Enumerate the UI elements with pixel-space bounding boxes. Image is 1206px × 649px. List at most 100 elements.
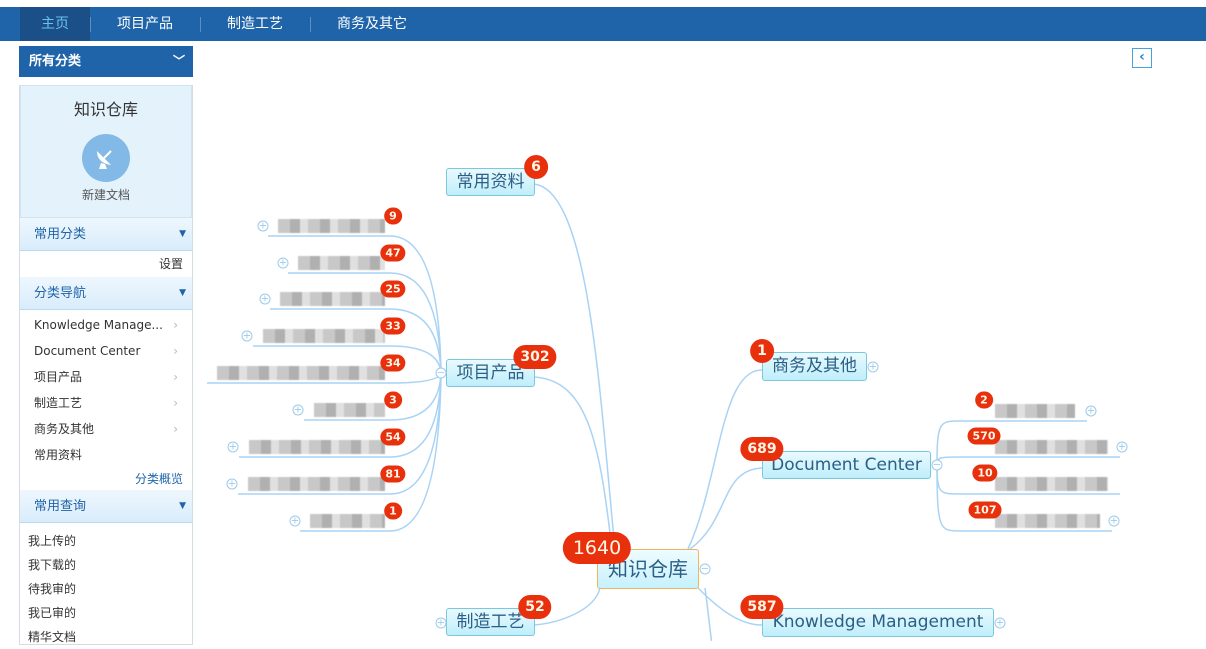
expand-manufacturing-toggle[interactable]: +: [435, 617, 447, 629]
expand-child-toggle[interactable]: +: [259, 293, 271, 305]
branch-document-center[interactable]: Document Center: [762, 451, 931, 479]
section-label: 分类导航: [34, 286, 87, 301]
nav-label: 商务及其他: [34, 422, 95, 436]
collapse-panel-button[interactable]: ‹: [1132, 48, 1152, 68]
nav-label: 常用资料: [34, 448, 83, 462]
count-badge: 587: [740, 595, 784, 619]
section-label: 常用查询: [34, 499, 87, 514]
child-label-blurred[interactable]: [280, 292, 385, 306]
repo-card: 知识仓库 新建文档: [20, 85, 192, 218]
expand-child-toggle[interactable]: +: [1108, 515, 1120, 527]
count-badge: 25: [380, 280, 406, 298]
branch-knowledge-management[interactable]: Knowledge Management: [762, 608, 994, 637]
nav-item-common-materials[interactable]: 常用资料: [20, 442, 192, 468]
count-badge: 47: [380, 244, 406, 262]
category-nav-header[interactable]: 分类导航 ▼: [20, 277, 192, 310]
connector: [533, 183, 616, 550]
expand-child-toggle[interactable]: +: [241, 330, 253, 342]
satellite-dish-icon[interactable]: [82, 134, 130, 182]
query-reviewed[interactable]: 我已审的: [28, 606, 77, 620]
count-badge: 54: [380, 428, 406, 446]
nav-item-document-center[interactable]: Document Center ›: [20, 338, 192, 364]
count-badge: 3: [384, 391, 402, 409]
branch-business[interactable]: 商务及其他: [762, 352, 867, 381]
connector: [238, 372, 442, 495]
query-my-uploads[interactable]: 我上传的: [28, 534, 77, 548]
count-badge: 52: [518, 595, 552, 619]
connector: [533, 376, 613, 550]
child-label-blurred[interactable]: [310, 514, 385, 528]
expand-child-toggle[interactable]: +: [292, 404, 304, 416]
common-categories-header[interactable]: 常用分类 ▼: [20, 218, 192, 251]
expand-child-toggle[interactable]: +: [257, 220, 269, 232]
count-badge: 1640: [562, 532, 632, 564]
nav-item-knowledge-management[interactable]: Knowledge Manage... ›: [20, 312, 192, 338]
expand-child-toggle[interactable]: +: [1116, 441, 1128, 453]
expand-child-toggle[interactable]: +: [277, 257, 289, 269]
expand-child-toggle[interactable]: +: [226, 478, 238, 490]
nav-label: Document Center: [34, 344, 141, 358]
count-badge: 33: [380, 317, 406, 335]
count-badge: 689: [740, 437, 784, 461]
count-badge: 107: [968, 501, 1002, 519]
connector: [936, 420, 1087, 466]
nav-item-manufacturing[interactable]: 制造工艺 ›: [20, 390, 192, 416]
chevron-down-icon: ﹀: [172, 54, 185, 68]
new-document-button[interactable]: 新建文档: [81, 188, 130, 202]
child-label-blurred[interactable]: [995, 404, 1075, 418]
repo-title: 知识仓库: [73, 100, 138, 119]
connector: [687, 369, 763, 550]
branch-common-materials[interactable]: 常用资料: [446, 168, 535, 196]
query-my-downloads[interactable]: 我下载的: [28, 558, 77, 572]
branch-projects[interactable]: 项目产品: [446, 359, 535, 387]
common-queries-header[interactable]: 常用查询 ▼: [20, 490, 192, 523]
collapse-document-center-toggle[interactable]: −: [931, 459, 943, 471]
topnav-manufacturing[interactable]: 制造工艺: [200, 7, 310, 41]
topnav-home[interactable]: 主页: [20, 7, 90, 41]
child-label-blurred[interactable]: [298, 256, 385, 270]
settings-link[interactable]: 设置: [20, 251, 192, 277]
overview-label: 分类概览: [134, 472, 183, 486]
connector: [288, 272, 442, 374]
topnav-projects[interactable]: 项目产品: [90, 7, 200, 41]
chevron-right-icon: ›: [173, 396, 178, 410]
child-label-blurred[interactable]: [995, 440, 1108, 454]
expand-child-toggle[interactable]: +: [289, 515, 301, 527]
category-overview-link[interactable]: 分类概览: [20, 468, 192, 490]
connector: [936, 456, 1120, 466]
count-badge: 1: [384, 502, 402, 520]
topnav-business[interactable]: 商务及其它: [310, 7, 434, 41]
child-label-blurred[interactable]: [995, 477, 1108, 491]
child-label-blurred[interactable]: [249, 440, 385, 454]
all-categories-dropdown[interactable]: 所有分类 ﹀: [19, 46, 193, 77]
child-label-blurred[interactable]: [278, 219, 385, 233]
child-label-blurred[interactable]: [314, 403, 385, 417]
count-badge: 9: [384, 207, 402, 225]
connector: [533, 587, 601, 626]
collapse-root-toggle[interactable]: −: [699, 563, 711, 575]
nav-label: Knowledge Manage...: [34, 318, 163, 332]
nav-item-business[interactable]: 商务及其他 ›: [20, 416, 192, 442]
count-badge: 2: [975, 391, 993, 409]
chevron-right-icon: ›: [173, 370, 178, 384]
collapse-projects-toggle[interactable]: −: [435, 367, 447, 379]
query-pending-review[interactable]: 待我审的: [28, 582, 77, 596]
count-badge: 570: [967, 427, 1001, 445]
child-label-blurred[interactable]: [217, 366, 385, 380]
child-label-blurred[interactable]: [995, 514, 1100, 528]
expand-business-toggle[interactable]: +: [867, 361, 879, 373]
nav-label: 项目产品: [34, 370, 83, 384]
nav-item-projects[interactable]: 项目产品 ›: [20, 364, 192, 390]
connector: [704, 587, 713, 641]
child-label-blurred[interactable]: [248, 477, 385, 491]
expand-child-toggle[interactable]: +: [227, 441, 239, 453]
chevron-right-icon: ›: [173, 318, 178, 332]
child-label-blurred[interactable]: [263, 329, 385, 343]
section-label: 常用分类: [34, 227, 87, 242]
branch-manufacturing[interactable]: 制造工艺: [446, 608, 535, 636]
caret-down-icon: ▼: [179, 288, 186, 298]
caret-down-icon: ▼: [179, 229, 186, 239]
expand-child-toggle[interactable]: +: [1085, 405, 1097, 417]
expand-knowledge-management-toggle[interactable]: +: [994, 617, 1006, 629]
